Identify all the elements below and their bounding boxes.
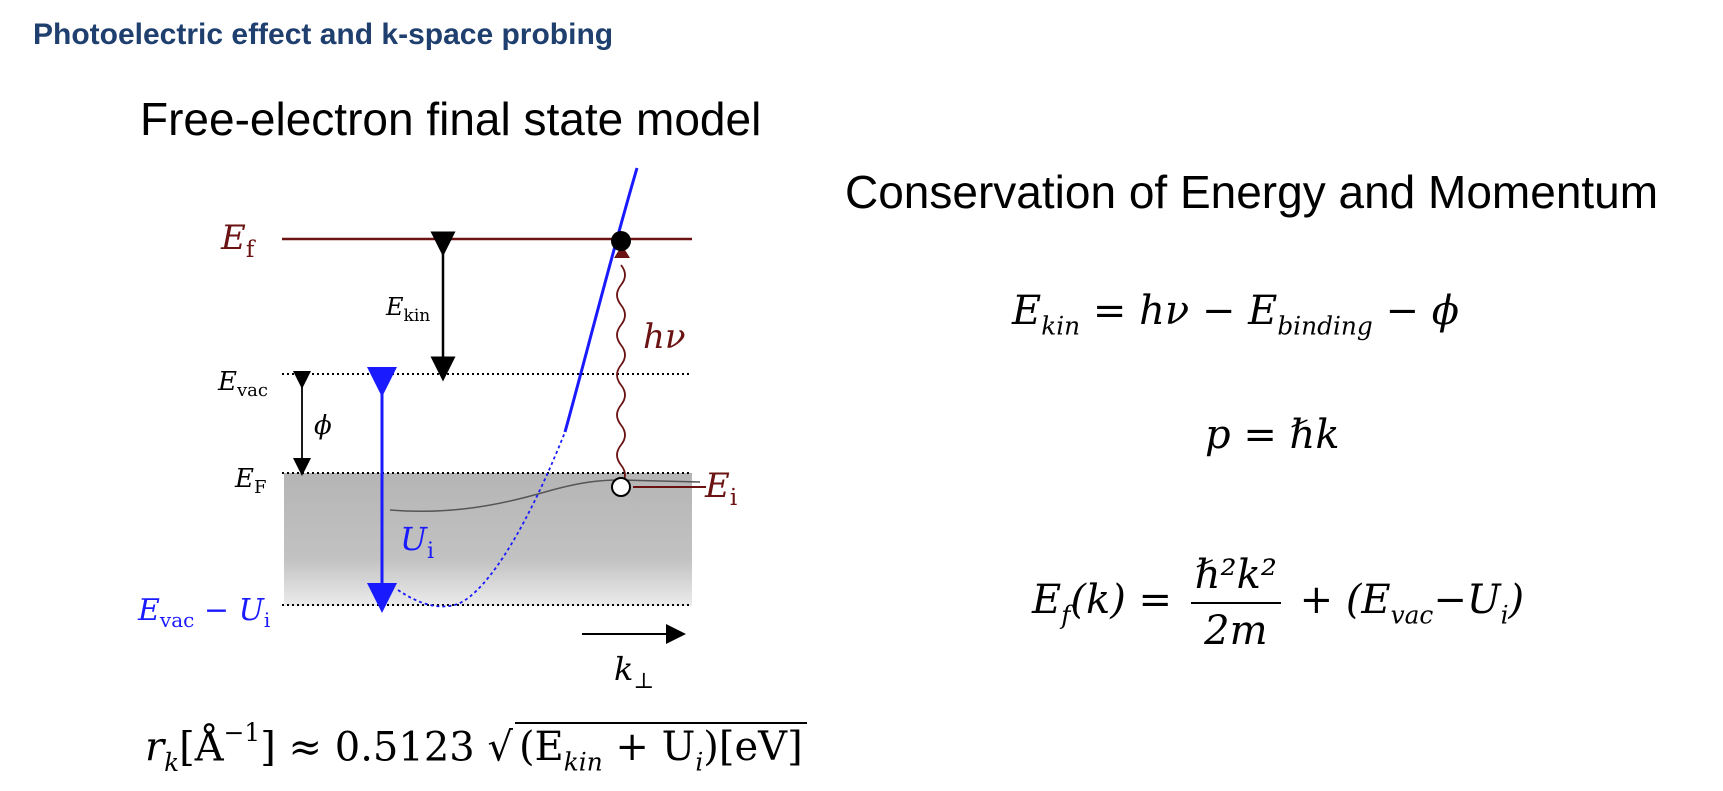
free-electron-parabola-solid <box>563 167 639 433</box>
momentum-equation: p = ℏk <box>1205 412 1340 458</box>
initial-state-circle <box>611 477 631 497</box>
photon-wave <box>616 264 626 486</box>
conservation-title: Conservation of Energy and Momentum <box>845 166 1659 218</box>
hv-label: hν <box>643 317 686 357</box>
slide-title: Photoelectric effect and k-space probing <box>33 18 614 51</box>
photon-arrowhead <box>614 245 630 258</box>
free-electron-parabola-dotted <box>397 431 566 608</box>
ei-label: Ei <box>704 466 737 511</box>
initial-band-curve <box>389 479 701 513</box>
model-title: Free-electron final state model <box>140 93 762 145</box>
fermi-label: EF <box>234 464 266 498</box>
energy-conservation-equation: Ekin = hν − Ebinding − ϕ <box>1012 288 1459 341</box>
final-state-dot <box>611 231 631 251</box>
ui-label: Ui <box>400 520 434 564</box>
rk-formula: rk[Å−1] ≈ 0.5123 √ (Ekin + Ui)[eV] <box>145 718 807 777</box>
free-electron-dispersion-equation: Ef(k) = ℏ²k² 2m + (Evac−Ui) <box>1032 552 1525 654</box>
evac-label: Evac <box>217 367 268 401</box>
occupied-band <box>284 473 692 606</box>
ef-label: Ef <box>220 218 256 263</box>
phi-label: ϕ <box>314 411 332 441</box>
kperp-label: k⊥ <box>614 650 654 694</box>
ekin-label: Ekin <box>385 293 430 326</box>
evac-minus-ui-label: Evac − Ui <box>137 593 270 632</box>
